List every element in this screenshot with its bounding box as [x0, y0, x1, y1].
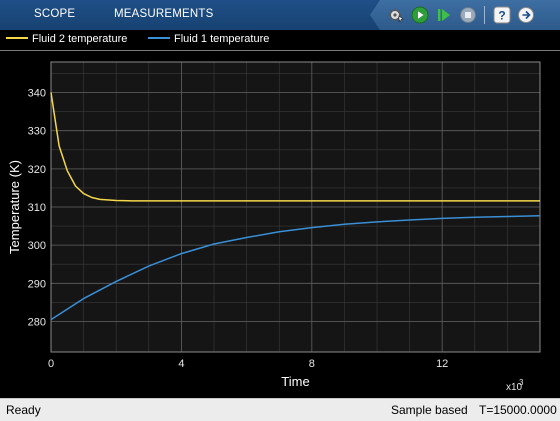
x-tick-label: 8	[309, 358, 315, 370]
legend-label: Fluid 2 temperature	[32, 33, 128, 45]
y-tick-label: 310	[28, 202, 46, 214]
undock-icon[interactable]	[516, 5, 536, 25]
run-icon[interactable]	[410, 5, 430, 25]
legend-swatch	[6, 37, 28, 40]
y-tick-label: 330	[28, 126, 46, 138]
toolbar-separator	[484, 6, 485, 24]
y-tick-label: 320	[28, 164, 46, 176]
help-icon[interactable]: ?	[492, 5, 512, 25]
series-line-fluid-2	[50, 92, 540, 202]
status-ready: Ready	[6, 403, 41, 417]
tab-scope[interactable]: SCOPE	[34, 8, 76, 20]
x-axis-label: Time	[281, 374, 309, 389]
y-axis-label: Temperature (K)	[7, 160, 22, 254]
svg-text:?: ?	[498, 9, 505, 23]
settings-gear-icon[interactable]	[386, 5, 406, 25]
step-forward-icon[interactable]	[434, 5, 454, 25]
toolstrip: SCOPE MEASUREMENTS	[0, 0, 560, 30]
status-sim-time: T=15000.0000	[479, 403, 557, 417]
x-axis-exponent-power: 3	[519, 378, 524, 387]
plot-legend: Fluid 2 temperature Fluid 1 temperature	[0, 30, 560, 51]
plot-frame	[50, 61, 541, 353]
series-line-fluid-1	[50, 215, 541, 321]
scope-plot[interactable]: 280 290 300 310 320 330 340 0 4 8 12 Time Temperatur…	[0, 51, 560, 398]
y-tick-label: 340	[28, 88, 46, 100]
scope-toolbar: ?	[370, 0, 560, 30]
tab-measurements[interactable]: MEASUREMENTS	[114, 8, 214, 20]
stop-icon[interactable]	[458, 5, 478, 25]
x-axis-exponent: x10	[506, 382, 523, 393]
y-tick-label: 290	[28, 278, 46, 290]
legend-item-fluid-1[interactable]: Fluid 1 temperature	[148, 33, 269, 45]
y-tick-label: 300	[28, 240, 46, 252]
legend-swatch	[148, 37, 170, 40]
y-tick-label: 280	[28, 316, 46, 328]
legend-item-fluid-2[interactable]: Fluid 2 temperature	[6, 33, 127, 45]
legend-label: Fluid 1 temperature	[174, 33, 270, 45]
x-tick-label: 4	[178, 358, 184, 370]
status-bar: Ready Sample based T=15000.0000	[0, 398, 560, 421]
x-tick-label: 0	[48, 358, 54, 370]
status-sample-mode: Sample based	[391, 403, 468, 417]
x-tick-label: 12	[436, 358, 448, 370]
